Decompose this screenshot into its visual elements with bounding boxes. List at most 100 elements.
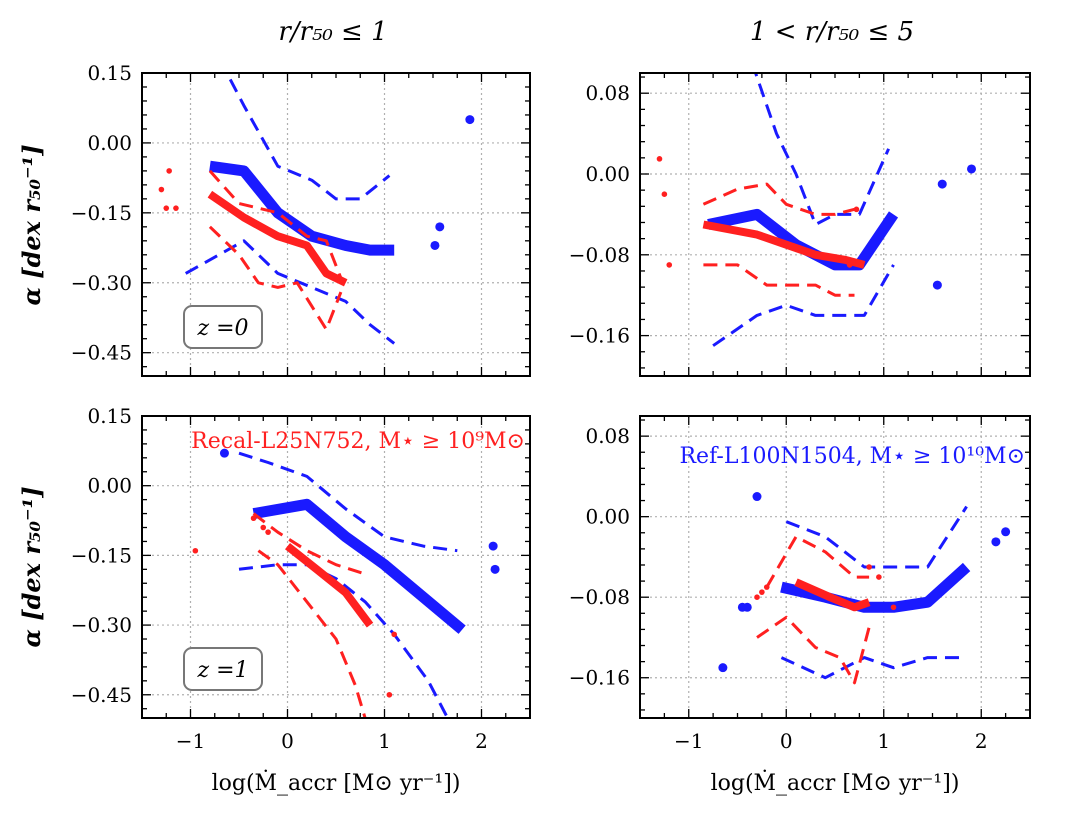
- y-axis-label-bottom: α [dex r₅₀⁻¹]: [17, 486, 46, 647]
- y-tick-label: −0.30: [71, 613, 132, 637]
- point-red: [666, 262, 673, 268]
- panel-bottom-left: 0.15 0.00 −0.15 −0.30 −0.45 −1 0 1 2: [71, 404, 531, 753]
- axes-frame: [639, 72, 1031, 377]
- point-red: [192, 547, 199, 554]
- y-tick-label: 0.00: [585, 162, 630, 186]
- series-blue-dash-2: [238, 563, 449, 718]
- axes-frame: [639, 415, 1031, 719]
- series-red-dash-5: [703, 263, 855, 297]
- y-tick-label: −0.45: [71, 683, 132, 707]
- series-blue-thick-0: [209, 160, 395, 256]
- point-blue: [219, 448, 229, 458]
- series-blue-dash-2: [712, 264, 895, 347]
- point-blue: [430, 240, 440, 250]
- z1-box: z =1: [183, 647, 263, 691]
- point-red: [391, 631, 398, 638]
- series-red-thick-3: [702, 220, 866, 269]
- point-red: [853, 206, 860, 213]
- point-red: [754, 594, 760, 600]
- col-title-inner: r/r₅₀ ≤ 1: [278, 17, 387, 47]
- x-tick-label: 0: [281, 729, 294, 753]
- y-tick-label: −0.15: [71, 201, 132, 225]
- y-tick-label: 0.08: [585, 424, 630, 448]
- point-blue: [465, 115, 475, 125]
- series-red-dash-4: [765, 535, 870, 588]
- series-red-thick-3: [207, 190, 348, 287]
- point-red: [763, 584, 770, 590]
- z1-label: z =1: [196, 658, 248, 683]
- y-tick-label: −0.30: [71, 271, 132, 295]
- point-red: [386, 691, 393, 698]
- point-blue: [937, 179, 947, 189]
- series-red-dash-5: [257, 549, 367, 718]
- point-red: [265, 529, 271, 535]
- series-red-dash-4: [702, 182, 855, 216]
- point-blue: [967, 164, 976, 174]
- point-blue: [991, 537, 1001, 547]
- y-tick-label: −0.15: [71, 543, 132, 567]
- series-blue-dash-2: [184, 239, 396, 345]
- legend-blue: Ref-L100N1504, M⋆ ≥ 10¹⁰M⊙: [679, 444, 1025, 469]
- y-tick-label: 0.00: [87, 474, 132, 498]
- series-blue-dash-1: [225, 73, 391, 201]
- point-red: [656, 156, 663, 162]
- y-tick-label: 0.15: [87, 61, 132, 85]
- point-red: [260, 524, 267, 531]
- series-red-dash-5: [756, 615, 871, 685]
- point-red: [250, 515, 257, 522]
- series-blue-dash-1: [238, 451, 458, 553]
- y-tick-label: 0.00: [585, 505, 630, 529]
- x-tick-label: −1: [674, 729, 703, 753]
- series-blue-dash-1: [753, 73, 890, 226]
- y-tick-label: 0.15: [87, 404, 132, 428]
- point-red: [846, 262, 853, 268]
- panel-top-left: 0.15 0.00 −0.15 −0.30 −0.45: [71, 61, 531, 377]
- axes-frame: [141, 415, 531, 719]
- y-tick-label: 0.08: [585, 81, 630, 105]
- series-blue-dash-1: [785, 505, 968, 569]
- point-red: [163, 205, 170, 211]
- z0-label: z =0: [196, 316, 248, 341]
- x-tick-label: 1: [877, 729, 890, 753]
- legend-red: Recal-L25N752, M⋆ ≥ 10⁹M⊙: [191, 429, 525, 454]
- y-tick-label: −0.16: [569, 666, 630, 690]
- point-blue: [718, 663, 728, 673]
- point-blue: [752, 492, 762, 502]
- point-red: [890, 604, 897, 611]
- point-red: [173, 205, 179, 211]
- x-tick-label: 1: [378, 729, 391, 753]
- y-tick-label: 0.00: [87, 131, 132, 155]
- col-title-outer: 1 < r/r₅₀ ≤ 5: [750, 17, 914, 47]
- series-red-thick-3: [285, 542, 374, 628]
- data-layer: [158, 73, 475, 345]
- y-tick-label: −0.08: [569, 243, 630, 267]
- series-red-thick-3: [794, 578, 871, 612]
- point-red: [166, 168, 172, 174]
- axes-frame: [141, 72, 531, 377]
- data-layer: [718, 492, 1011, 685]
- x-axis-label-right: log(Ṁ_accr [M⊙ yr⁻¹]): [711, 769, 960, 796]
- y-axis-label-top: α [dex r₅₀⁻¹]: [17, 144, 46, 305]
- panel-bottom-right: 0.08 0.00 −0.08 −0.16 −1 0 1 2: [569, 415, 1031, 753]
- series-blue-thick-0: [252, 498, 466, 634]
- point-blue: [435, 222, 445, 232]
- data-layer: [656, 73, 976, 347]
- data-layer: [192, 448, 500, 718]
- y-tick-label: −0.45: [71, 341, 132, 365]
- z0-box: z =0: [183, 305, 263, 349]
- y-tick-label: −0.08: [569, 585, 630, 609]
- y-tick-label: −0.16: [569, 324, 630, 348]
- point-blue: [488, 541, 498, 551]
- x-tick-label: 0: [780, 729, 793, 753]
- point-red: [866, 564, 872, 570]
- x-tick-label: 2: [975, 729, 988, 753]
- x-tick-label: −1: [176, 729, 205, 753]
- point-blue: [1001, 527, 1011, 537]
- point-red: [759, 589, 765, 595]
- panel-top-right: 0.08 0.00 −0.08 −0.16: [569, 72, 1031, 377]
- x-tick-label: 2: [475, 729, 488, 753]
- series-blue-thick-0: [707, 208, 899, 271]
- series-red-dash-5: [208, 225, 343, 331]
- point-blue: [742, 602, 752, 612]
